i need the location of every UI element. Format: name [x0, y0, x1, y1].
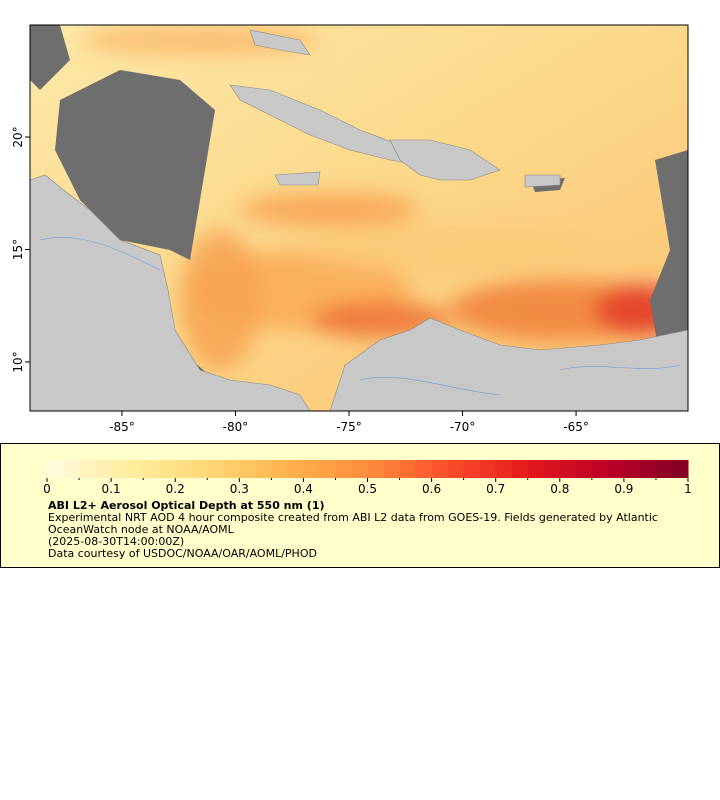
map-frame — [29, 24, 689, 412]
colorbar-tick-label: 0.2 — [166, 482, 185, 496]
y-tick-label: 15° — [11, 239, 25, 260]
colorbar: 0 0.1 0.2 0.3 0.4 0.5 0.6 0.7 0.8 0.9 1 — [43, 460, 692, 496]
colorbar-swatch — [95, 460, 112, 478]
colorbar-swatch — [223, 460, 240, 478]
colorbar-swatch — [431, 460, 449, 478]
colorbar-tick-label: 0.5 — [358, 482, 377, 496]
caption-title: ABI L2+ Aerosol Optical Depth at 550 nm … — [48, 499, 325, 512]
land — [30, 29, 688, 411]
colorbar-swatch — [47, 460, 64, 478]
colorbar-tick-label: 0.4 — [294, 482, 313, 496]
colorbar-swatch — [303, 460, 320, 478]
colorbar-swatch — [543, 460, 561, 478]
colorbar-tick-label: 0.8 — [550, 482, 569, 496]
colorbar-swatch — [527, 460, 545, 478]
colorbar-tick-label: 0.9 — [614, 482, 633, 496]
colorbar-swatch — [399, 460, 417, 478]
colorbar-swatch — [351, 460, 368, 478]
colorbar-tick-label: 0.3 — [230, 482, 249, 496]
colorbar-swatch — [607, 460, 625, 478]
colorbar-tick-label: 0 — [43, 482, 51, 496]
caption: ABI L2+ Aerosol Optical Depth at 550 nm … — [48, 500, 688, 560]
colorbar-swatch — [111, 460, 128, 478]
colorbar-swatch — [159, 460, 176, 478]
map-panel — [30, 25, 688, 411]
colorbar-swatch — [63, 460, 80, 478]
colorbar-swatch — [207, 460, 224, 478]
colorbar-swatch — [319, 460, 336, 478]
colorbar-swatch — [591, 460, 609, 478]
colorbar-swatch — [671, 460, 689, 478]
colorbar-swatch — [447, 460, 465, 478]
colorbar-swatch — [383, 460, 401, 478]
colorbar-swatch — [639, 460, 657, 478]
x-tick-label: -80° — [223, 420, 249, 434]
x-tick-label: -75° — [336, 420, 362, 434]
colorbar-swatch — [271, 460, 288, 478]
caption-credit: Data courtesy of USDOC/NOAA/OAR/AOML/PHO… — [48, 547, 317, 560]
colorbar-swatch — [495, 460, 513, 478]
colorbar-swatch — [655, 460, 673, 478]
colorbar-swatch — [463, 460, 481, 478]
colorbar-tick-label: 0.6 — [422, 482, 441, 496]
colorbar-swatch — [511, 460, 529, 478]
colorbar-swatch — [191, 460, 208, 478]
colorbar-swatch — [175, 460, 192, 478]
colorbar-swatch — [335, 460, 352, 478]
x-tick-label: -85° — [109, 420, 135, 434]
x-tick-label: -70° — [450, 420, 476, 434]
colorbar-tick-label: 0.1 — [102, 482, 121, 496]
colorbar-tick-label: 1 — [684, 482, 692, 496]
colorbar-swatch — [559, 460, 577, 478]
caption-description: Experimental NRT AOD 4 hour composite cr… — [48, 511, 658, 536]
colorbar-swatch — [143, 460, 160, 478]
rivers — [39, 237, 681, 396]
colorbar-swatch — [623, 460, 641, 478]
y-tick-label: 20° — [11, 126, 25, 147]
colorbar-swatch — [575, 460, 593, 478]
caption-time: (2025-08-30T14:00:00Z) — [48, 535, 185, 548]
colorbar-swatch — [367, 460, 385, 478]
colorbar-swatch — [239, 460, 256, 478]
colorbar-swatch — [287, 460, 304, 478]
colorbar-tick-label: 0.7 — [486, 482, 505, 496]
y-tick-label: 10° — [11, 351, 25, 372]
colorbar-swatch — [127, 460, 144, 478]
colorbar-swatch — [79, 460, 96, 478]
colorbar-swatch — [479, 460, 497, 478]
colorbar-swatch — [415, 460, 433, 478]
colorbar-swatch — [255, 460, 272, 478]
x-tick-label: -65° — [563, 420, 589, 434]
